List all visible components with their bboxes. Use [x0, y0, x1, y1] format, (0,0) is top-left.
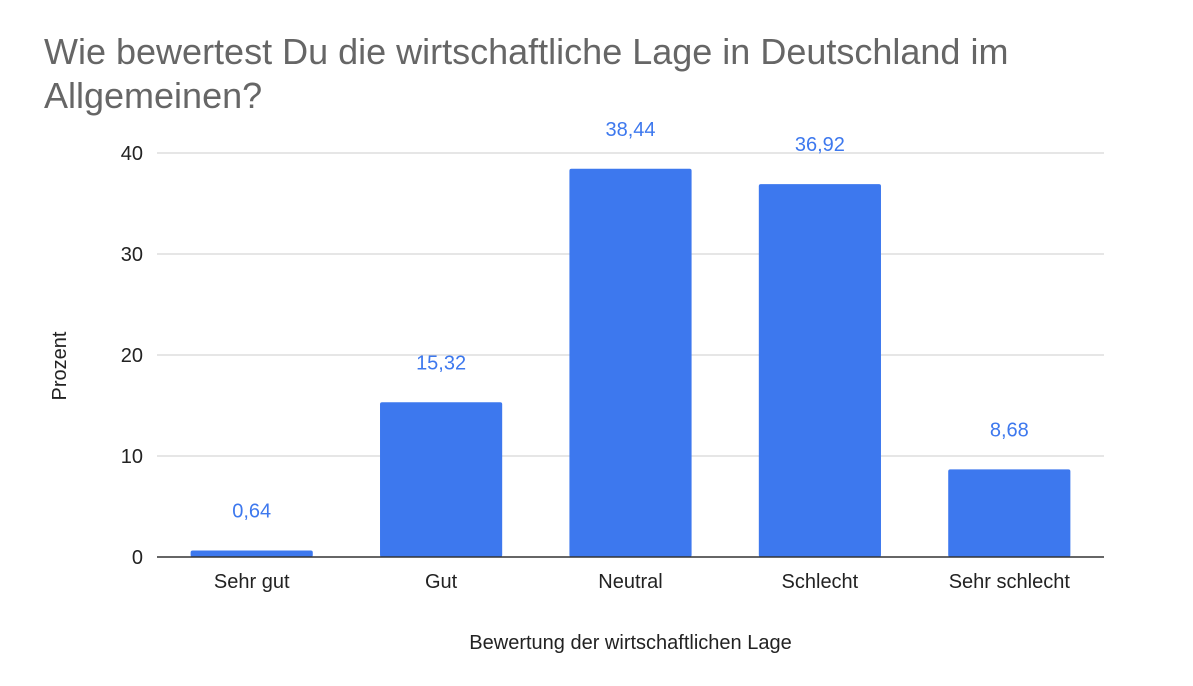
data-labels: 0,64 15,32 38,44 36,92 8,68	[232, 119, 1029, 523]
bar-value-label: 36,92	[795, 134, 845, 156]
y-axis-title: Prozent	[49, 331, 71, 400]
bar	[190, 550, 313, 557]
bar-value-label: 38,44	[605, 119, 655, 141]
chart-title: Wie bewertest Du die wirtschaftliche Lag…	[44, 31, 1009, 116]
y-tick-label: 10	[121, 446, 143, 468]
y-tick-label: 40	[121, 143, 143, 165]
bar-value-label: 15,32	[416, 352, 466, 374]
x-axis-title: Bewertung der wirtschaftlichen Lage	[469, 632, 791, 654]
category-labels: Sehr gut Gut Neutral Schlecht Sehr schlecht	[214, 571, 1070, 593]
bar	[948, 469, 1071, 557]
category-label: Sehr schlecht	[949, 571, 1071, 593]
y-tick-label: 20	[121, 345, 143, 367]
bar-value-label: 8,68	[990, 419, 1029, 441]
category-label: Sehr gut	[214, 571, 290, 593]
bar	[380, 402, 503, 557]
category-label: Neutral	[598, 571, 662, 593]
y-tick-label: 30	[121, 244, 143, 266]
y-tick-label: 0	[132, 547, 143, 569]
bars	[190, 168, 1071, 558]
category-label: Schlecht	[782, 571, 859, 593]
y-axis-ticks: 0 10 20 30 40	[121, 143, 143, 569]
bar	[569, 168, 692, 558]
bar-value-label: 0,64	[232, 501, 271, 523]
bar	[758, 184, 881, 557]
category-label: Gut	[425, 571, 458, 593]
